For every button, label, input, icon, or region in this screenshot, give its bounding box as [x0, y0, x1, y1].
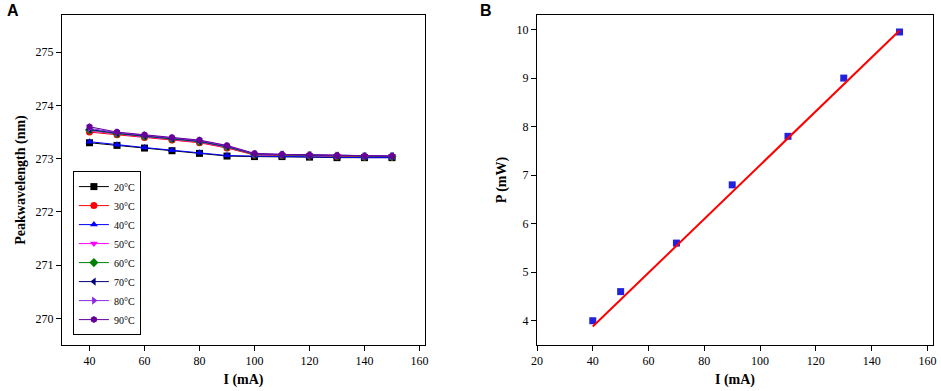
svg-text:9: 9: [523, 71, 529, 85]
svg-text:20°C: 20°C: [114, 182, 135, 193]
svg-text:90°C: 90°C: [114, 315, 135, 326]
svg-text:50°C: 50°C: [114, 239, 135, 250]
svg-text:8: 8: [523, 120, 529, 134]
svg-text:7: 7: [523, 168, 529, 182]
svg-text:80°C: 80°C: [114, 296, 135, 307]
svg-text:A: A: [7, 2, 19, 19]
svg-text:80: 80: [698, 354, 710, 368]
svg-text:Peakwavelength (nm): Peakwavelength (nm): [13, 115, 29, 245]
svg-text:40: 40: [587, 354, 599, 368]
svg-text:70°C: 70°C: [114, 277, 135, 288]
svg-text:272: 272: [36, 205, 54, 219]
svg-text:I (mA): I (mA): [223, 372, 263, 388]
svg-text:6: 6: [523, 217, 529, 231]
svg-text:160: 160: [918, 354, 936, 368]
svg-text:30°C: 30°C: [114, 201, 135, 212]
svg-text:100: 100: [246, 354, 264, 368]
svg-text:100: 100: [751, 354, 769, 368]
svg-text:P (mW): P (mW): [494, 157, 510, 204]
svg-text:60: 60: [139, 354, 151, 368]
svg-text:60°C: 60°C: [114, 258, 135, 269]
svg-text:140: 140: [863, 354, 881, 368]
svg-text:B: B: [480, 2, 492, 19]
svg-text:120: 120: [301, 354, 319, 368]
svg-text:120: 120: [807, 354, 825, 368]
svg-text:271: 271: [36, 258, 54, 272]
svg-text:270: 270: [36, 312, 54, 326]
svg-text:20: 20: [531, 354, 543, 368]
svg-text:40: 40: [84, 354, 96, 368]
svg-text:275: 275: [36, 45, 54, 59]
svg-text:5: 5: [523, 265, 529, 279]
svg-text:4: 4: [523, 314, 529, 328]
svg-text:160: 160: [411, 354, 429, 368]
svg-text:60: 60: [643, 354, 655, 368]
svg-text:10: 10: [517, 23, 529, 37]
svg-text:140: 140: [356, 354, 374, 368]
svg-text:80: 80: [194, 354, 206, 368]
svg-text:274: 274: [36, 99, 54, 113]
svg-text:I (mA): I (mA): [715, 372, 755, 388]
svg-text:273: 273: [36, 152, 54, 166]
svg-text:40°C: 40°C: [114, 220, 135, 231]
